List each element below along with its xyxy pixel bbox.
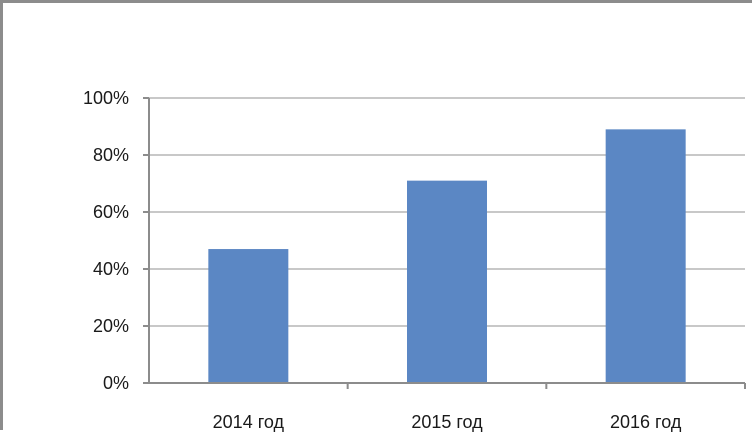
x-category-label: 2016 год: [610, 412, 682, 432]
bars: [208, 129, 686, 383]
bar-chart: 0% 20% 40% 60% 80% 100% 2014 год 2015 год 2016 …: [83, 88, 746, 432]
y-tick-label: 0%: [103, 373, 129, 393]
x-axis-category-labels: 2014 год 2015 год 2016 год: [213, 412, 682, 432]
bar: [208, 249, 289, 383]
y-tick-label: 100%: [83, 88, 129, 108]
axes: [143, 97, 746, 389]
x-category-label: 2015 год: [411, 412, 483, 432]
y-axis-tick-labels: 0% 20% 40% 60% 80% 100%: [83, 88, 129, 393]
y-tick-label: 40%: [93, 259, 129, 279]
y-tick-label: 80%: [93, 145, 129, 165]
bar: [407, 180, 487, 383]
bar: [605, 129, 686, 383]
x-category-label: 2014 год: [213, 412, 285, 432]
y-tick-label: 20%: [93, 316, 129, 336]
y-tick-label: 60%: [93, 202, 129, 222]
